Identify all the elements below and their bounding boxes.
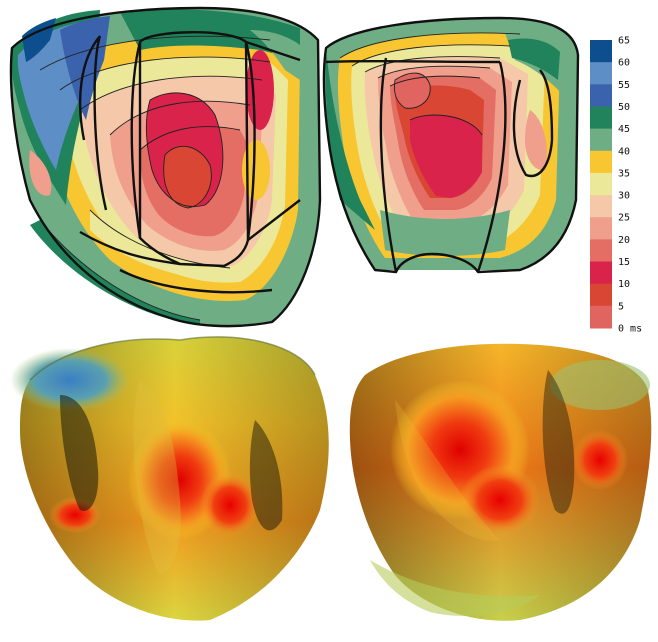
legend-tick-label: 25 <box>618 213 630 224</box>
legend-swatch <box>590 106 612 130</box>
legend-tick-label: 60 <box>618 58 630 69</box>
rendered-anterior-view <box>10 336 329 621</box>
legend-tick-label: 10 <box>618 279 630 290</box>
legend-tick-label: 45 <box>618 124 630 135</box>
legend-swatch <box>590 172 612 196</box>
legend-tick-label: 50 <box>618 102 630 113</box>
legend-swatch <box>590 261 612 285</box>
legend-unit: ms <box>624 324 642 335</box>
legend-tick-label: 20 <box>618 235 630 246</box>
legend-tick-label: 55 <box>618 80 630 91</box>
legend-tick-label: 65 <box>618 36 630 47</box>
legend-tick-label: 35 <box>618 168 630 179</box>
legend-tick-label: 0 ms <box>618 324 642 335</box>
legend-tick-label: 15 <box>618 257 630 268</box>
legend-swatch <box>590 283 612 307</box>
legend-swatch <box>590 40 612 63</box>
legend-swatch <box>590 217 612 240</box>
legend-tick-label: 40 <box>618 146 630 157</box>
legend-swatch <box>590 84 612 107</box>
legend-swatch <box>590 239 612 263</box>
color-legend: 65 60 55 50 45 40 35 30 25 20 15 10 5 0 ms <box>590 36 642 335</box>
schematic-posterior-view <box>322 16 580 274</box>
legend-swatch <box>590 62 612 85</box>
schematic-anterior-view <box>9 6 322 328</box>
legend-swatch <box>590 150 612 174</box>
rendered-posterior-view <box>349 343 652 621</box>
legend-tick-label: 30 <box>618 191 630 202</box>
legend-swatch <box>590 195 612 218</box>
legend-swatch <box>590 128 612 152</box>
legend-swatch <box>590 305 612 329</box>
legend-tick-label: 5 <box>618 301 624 312</box>
